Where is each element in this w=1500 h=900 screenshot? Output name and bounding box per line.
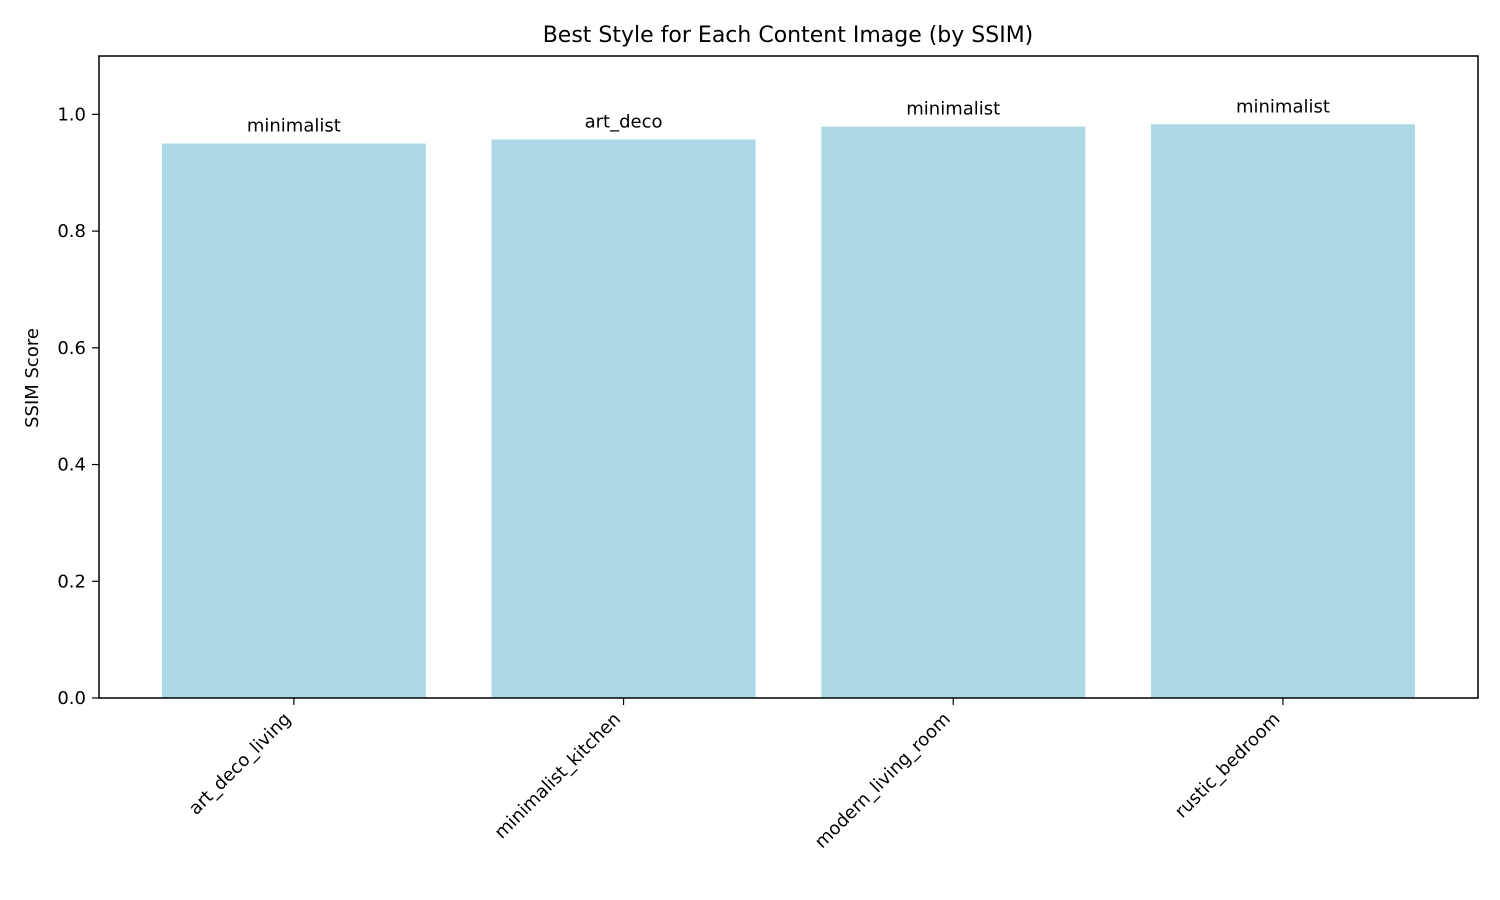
chart-title: Best Style for Each Content Image (by SS… bbox=[543, 23, 1034, 48]
bar-label: minimalist bbox=[247, 116, 341, 137]
y-tick-label: 0.8 bbox=[57, 221, 86, 242]
y-tick-label: 1.0 bbox=[57, 104, 86, 125]
bar bbox=[821, 126, 1086, 699]
bar bbox=[1150, 124, 1415, 698]
bar bbox=[491, 139, 756, 698]
bars bbox=[161, 124, 1415, 699]
x-tick-label: modern_living_room bbox=[811, 709, 955, 853]
bar-labels: minimalist art_deco minimalist minimalist bbox=[247, 96, 1330, 136]
x-axis-ticks: art_deco_living minimalist_kitchen modern_… bbox=[185, 698, 1285, 853]
x-tick-label: art_deco_living bbox=[185, 709, 296, 820]
bar-label: art_deco bbox=[585, 111, 663, 132]
x-tick-label: minimalist_kitchen bbox=[491, 709, 626, 844]
y-axis-ticks: 0.0 0.2 0.4 0.6 0.8 1.0 bbox=[57, 104, 99, 709]
y-tick-label: 0.6 bbox=[57, 338, 86, 359]
x-tick-label: rustic_bedroom bbox=[1171, 709, 1285, 823]
y-tick-label: 0.0 bbox=[57, 688, 86, 709]
plot-frame bbox=[98, 55, 1479, 699]
y-tick-label: 0.4 bbox=[57, 455, 86, 476]
bar-label: minimalist bbox=[906, 99, 1000, 120]
y-tick-label: 0.2 bbox=[57, 571, 86, 592]
bar bbox=[161, 143, 426, 698]
bar-label: minimalist bbox=[1236, 96, 1330, 117]
y-axis-label: SSIM Score bbox=[22, 328, 43, 428]
